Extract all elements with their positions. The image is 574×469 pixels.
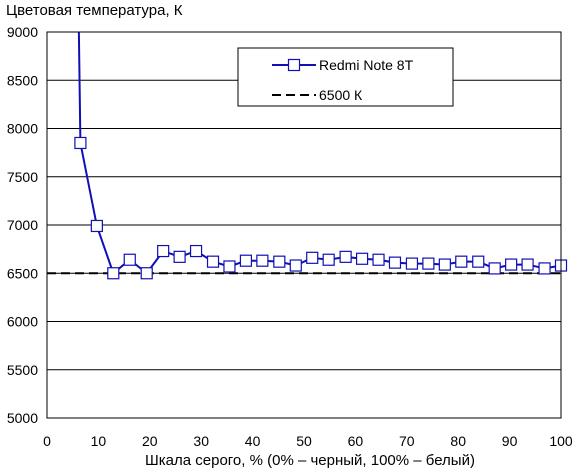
data-point-marker [521, 258, 534, 271]
y-axis-title: Цветовая температура, К [6, 2, 183, 19]
x-tick-label: 50 [296, 433, 312, 449]
y-tick-label: 9000 [7, 24, 38, 40]
legend-marker-series-1 [287, 58, 301, 72]
data-point-marker [206, 255, 220, 268]
data-point-marker [90, 219, 103, 233]
data-point-marker [488, 262, 501, 275]
x-tick-label: 0 [43, 433, 51, 449]
y-tick-label: 6500 [7, 265, 38, 281]
x-tick-label: 20 [142, 433, 158, 449]
data-point-marker [107, 267, 120, 280]
data-point-marker [273, 255, 286, 268]
y-tick-label: 8500 [7, 72, 38, 88]
legend-label-series-2: 6500 К [319, 87, 363, 103]
data-point-marker [505, 258, 518, 271]
x-axis-title: Шкала серого, % (0% – черный, 100% – бел… [145, 452, 475, 469]
data-point-marker [157, 244, 170, 258]
x-tick-label: 70 [399, 433, 415, 449]
x-tick-labels: 0 10 20 30 40 50 60 70 80 90 100 [43, 433, 573, 449]
y-tick-label: 7000 [7, 217, 38, 233]
data-point-marker [289, 259, 302, 272]
y-tick-label: 7500 [7, 169, 38, 185]
data-point-marker [140, 267, 153, 280]
data-point-marker [322, 253, 335, 266]
data-point-marker [355, 252, 369, 265]
data-point-marker [74, 136, 87, 150]
data-point-marker [123, 253, 136, 266]
x-tick-label: 10 [91, 433, 107, 449]
y-tick-labels: 5000 5500 6000 6500 7000 7500 8000 8500 9000 [7, 24, 38, 426]
legend: Redmi Note 8T 6500 К [237, 47, 454, 107]
data-point-marker [422, 257, 435, 270]
data-point-marker [538, 262, 551, 275]
x-tick-label: 60 [348, 433, 364, 449]
x-tick-label: 100 [549, 433, 573, 449]
y-tick-label: 5000 [7, 410, 38, 426]
series-markers [74, 136, 568, 280]
data-point-marker [455, 255, 468, 268]
data-point-marker [239, 254, 253, 267]
data-point-marker [256, 254, 269, 267]
x-tick-label: 30 [193, 433, 209, 449]
data-point-marker [189, 244, 203, 258]
x-tick-label: 40 [245, 433, 261, 449]
data-point-marker [405, 257, 419, 270]
plot-frame [46, 31, 562, 419]
data-point-marker [438, 258, 451, 271]
data-point-marker [372, 253, 385, 266]
data-point-marker [223, 260, 236, 273]
legend-label-series-1: Redmi Note 8T [319, 57, 414, 73]
data-point-marker [173, 250, 186, 263]
y-tick-label: 6000 [7, 314, 38, 330]
data-point-marker [339, 250, 352, 263]
x-tick-label: 80 [450, 433, 466, 449]
data-point-marker [472, 255, 485, 268]
y-tick-label: 5500 [7, 362, 38, 378]
legend-box [237, 47, 454, 107]
y-tick-label: 8000 [7, 121, 38, 137]
data-point-marker [306, 251, 319, 264]
x-tick-label: 90 [502, 433, 518, 449]
data-point-marker [388, 256, 402, 269]
